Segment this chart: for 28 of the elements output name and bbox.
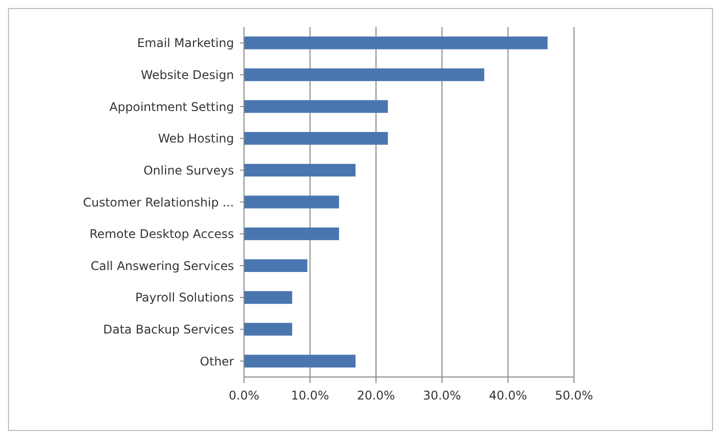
y-tick-label: Payroll Solutions <box>135 290 234 305</box>
y-tick-label: Other <box>200 354 234 368</box>
bar <box>244 322 292 336</box>
x-tick-label: 50.0% <box>554 388 594 403</box>
bar <box>244 354 356 368</box>
bar <box>244 36 548 50</box>
x-tick-label: 20.0% <box>356 388 396 403</box>
y-tick-label: Data Backup Services <box>103 322 234 337</box>
bar <box>244 291 292 304</box>
x-tick-label: 30.0% <box>422 388 462 403</box>
y-tick-label: Website Design <box>140 68 234 82</box>
bar <box>244 100 388 113</box>
bar <box>244 164 356 177</box>
y-tick-label: Appointment Setting <box>109 100 234 114</box>
x-tick-label: 40.0% <box>488 388 528 403</box>
y-tick-label: Remote Desktop Access <box>90 227 234 242</box>
bar <box>244 196 340 208</box>
bar <box>244 259 308 272</box>
bar <box>244 227 340 240</box>
bar <box>244 68 484 82</box>
y-tick-label: Call Answering Services <box>90 258 234 273</box>
bar <box>244 132 388 145</box>
y-tick-label: Online Surveys <box>143 163 234 178</box>
x-tick-label: 10.0% <box>290 388 330 403</box>
y-tick-label: Customer Relationship ... <box>82 195 234 210</box>
x-tick-label: 0.0% <box>228 388 260 403</box>
y-tick-label: Email Marketing <box>137 36 234 50</box>
y-tick-label: Web Hosting <box>158 132 234 146</box>
